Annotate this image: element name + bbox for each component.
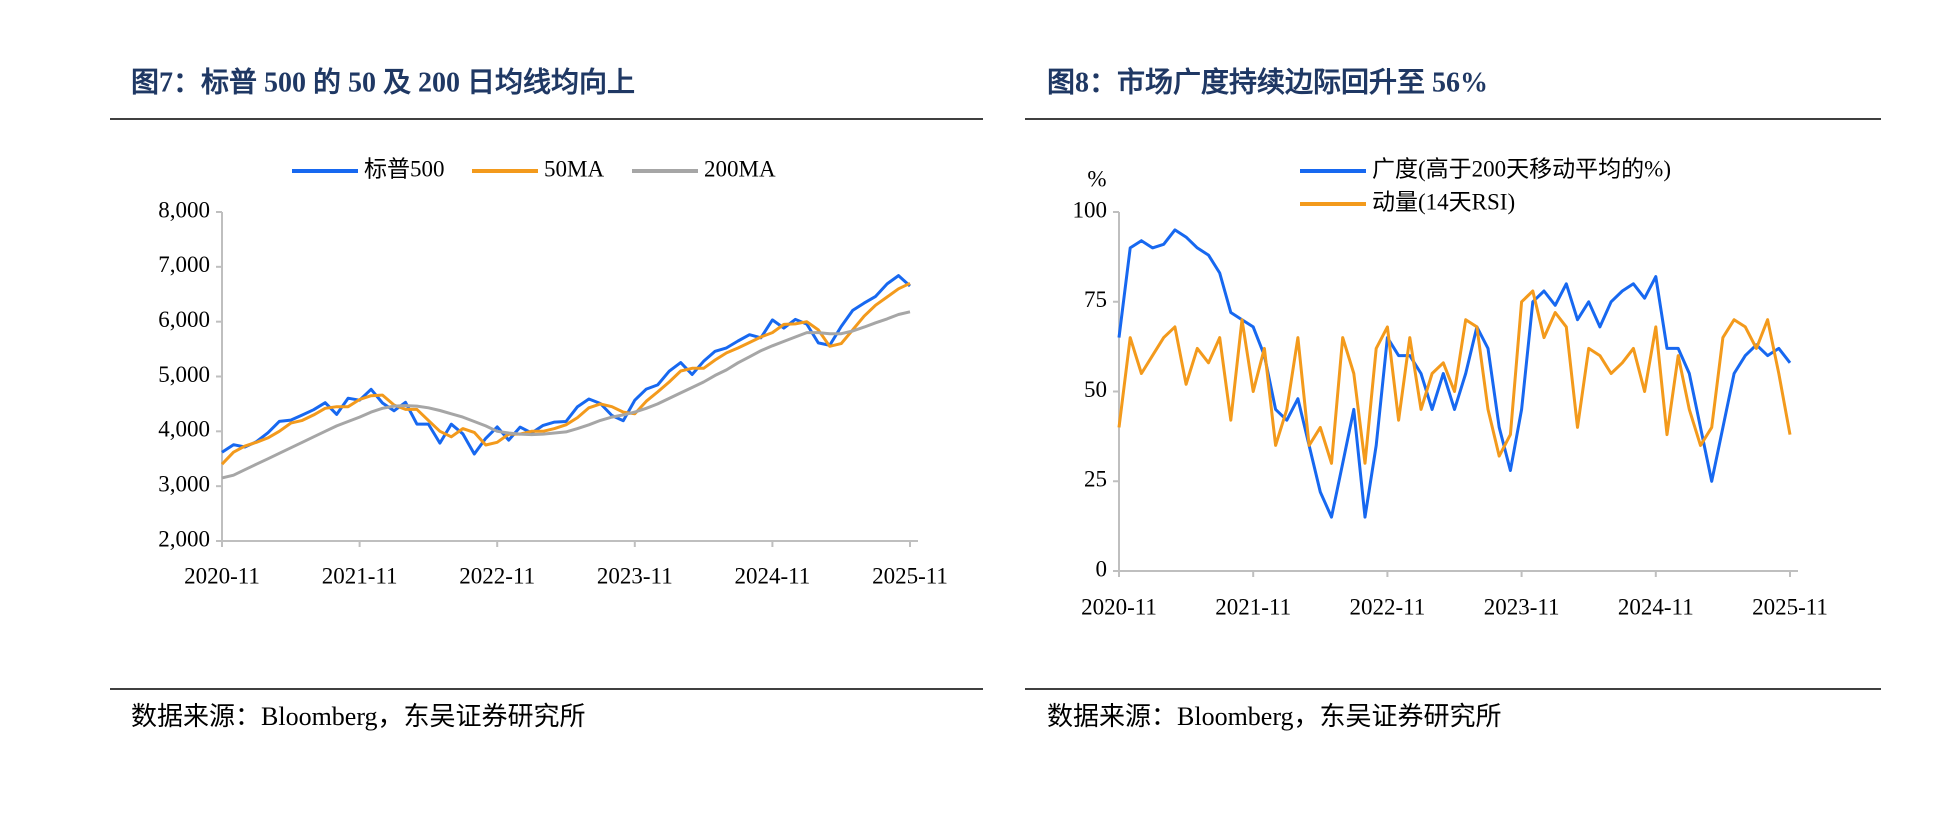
x-tick-label: 2024-11	[734, 563, 810, 588]
x-tick-label: 2020-11	[1081, 594, 1157, 619]
source: 数据来源：Bloomberg，东吴证券研究所	[1047, 702, 1502, 731]
legend-label: 标普500	[364, 156, 445, 181]
y-tick-label: 75	[1084, 287, 1107, 312]
y-tick-label: 100	[1073, 197, 1108, 222]
x-tick-label: 2025-11	[1752, 594, 1828, 619]
y-tick-label: 50	[1084, 377, 1107, 402]
series-line	[220, 281, 911, 466]
legend-label: 50MA	[544, 156, 604, 181]
legend-label: 200MA	[704, 156, 776, 181]
x-tick-label: 2022-11	[459, 563, 535, 588]
y-tick-label: 25	[1084, 467, 1107, 492]
x-tick-label: 2021-11	[1215, 594, 1291, 619]
y-tick-label: 0	[1096, 556, 1108, 581]
y-tick-label: 2,000	[158, 526, 210, 551]
series-line	[1117, 289, 1792, 465]
y-tick-label: 7,000	[158, 252, 210, 277]
x-tick-label: 2025-11	[872, 563, 948, 588]
legend-label: 广度(高于200天移动平均的%)	[1372, 156, 1671, 181]
source: 数据来源：Bloomberg，东吴证券研究所	[131, 702, 586, 731]
x-tick-label: 2023-11	[1484, 594, 1560, 619]
y-axis-label: %	[1087, 166, 1106, 191]
series-line	[221, 274, 912, 456]
y-tick-label: 4,000	[158, 417, 210, 442]
chart-title: 图7：标普 500 的 50 及 200 日均线均向上	[131, 65, 635, 98]
x-tick-label: 2021-11	[322, 563, 398, 588]
legend-label: 动量(14天RSI)	[1372, 189, 1515, 214]
series-line	[1117, 228, 1792, 519]
x-tick-label: 2022-11	[1349, 594, 1425, 619]
y-tick-label: 5,000	[158, 362, 210, 387]
x-tick-label: 2023-11	[597, 563, 673, 588]
x-tick-label: 2024-11	[1618, 594, 1694, 619]
y-tick-label: 8,000	[158, 197, 210, 222]
y-tick-label: 6,000	[158, 307, 210, 332]
y-tick-label: 3,000	[158, 471, 210, 496]
x-tick-label: 2020-11	[184, 563, 260, 588]
chart-title: 图8：市场广度持续边际回升至 56%	[1047, 65, 1488, 98]
series-line	[221, 310, 911, 480]
